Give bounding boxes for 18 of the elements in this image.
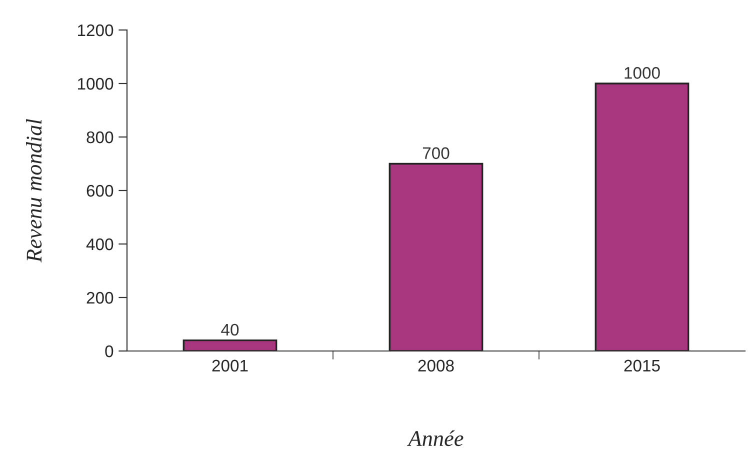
x-tick-label: 2008: [418, 360, 454, 372]
data-label: 700: [422, 147, 450, 160]
y-tick-label: 400: [86, 238, 114, 250]
bar: [388, 162, 484, 351]
x-axis-title: Année: [407, 430, 464, 446]
y-tick-label: 0: [105, 345, 114, 358]
y-tick-label: 600: [86, 184, 114, 197]
x-tick-label: 2001: [212, 360, 248, 372]
data-label: 1000: [624, 67, 660, 79]
y-tick-label: 200: [86, 292, 114, 304]
bar: [182, 339, 278, 351]
y-axis-title: Revenu mondial: [26, 119, 42, 263]
y-tick-label: 800: [86, 131, 114, 144]
bar: [594, 82, 690, 351]
data-label: 40: [221, 324, 239, 336]
y-tick-label: 1200: [78, 24, 114, 36]
x-tick-label: 2015: [624, 360, 660, 372]
y-tick-label: 1000: [78, 78, 114, 90]
